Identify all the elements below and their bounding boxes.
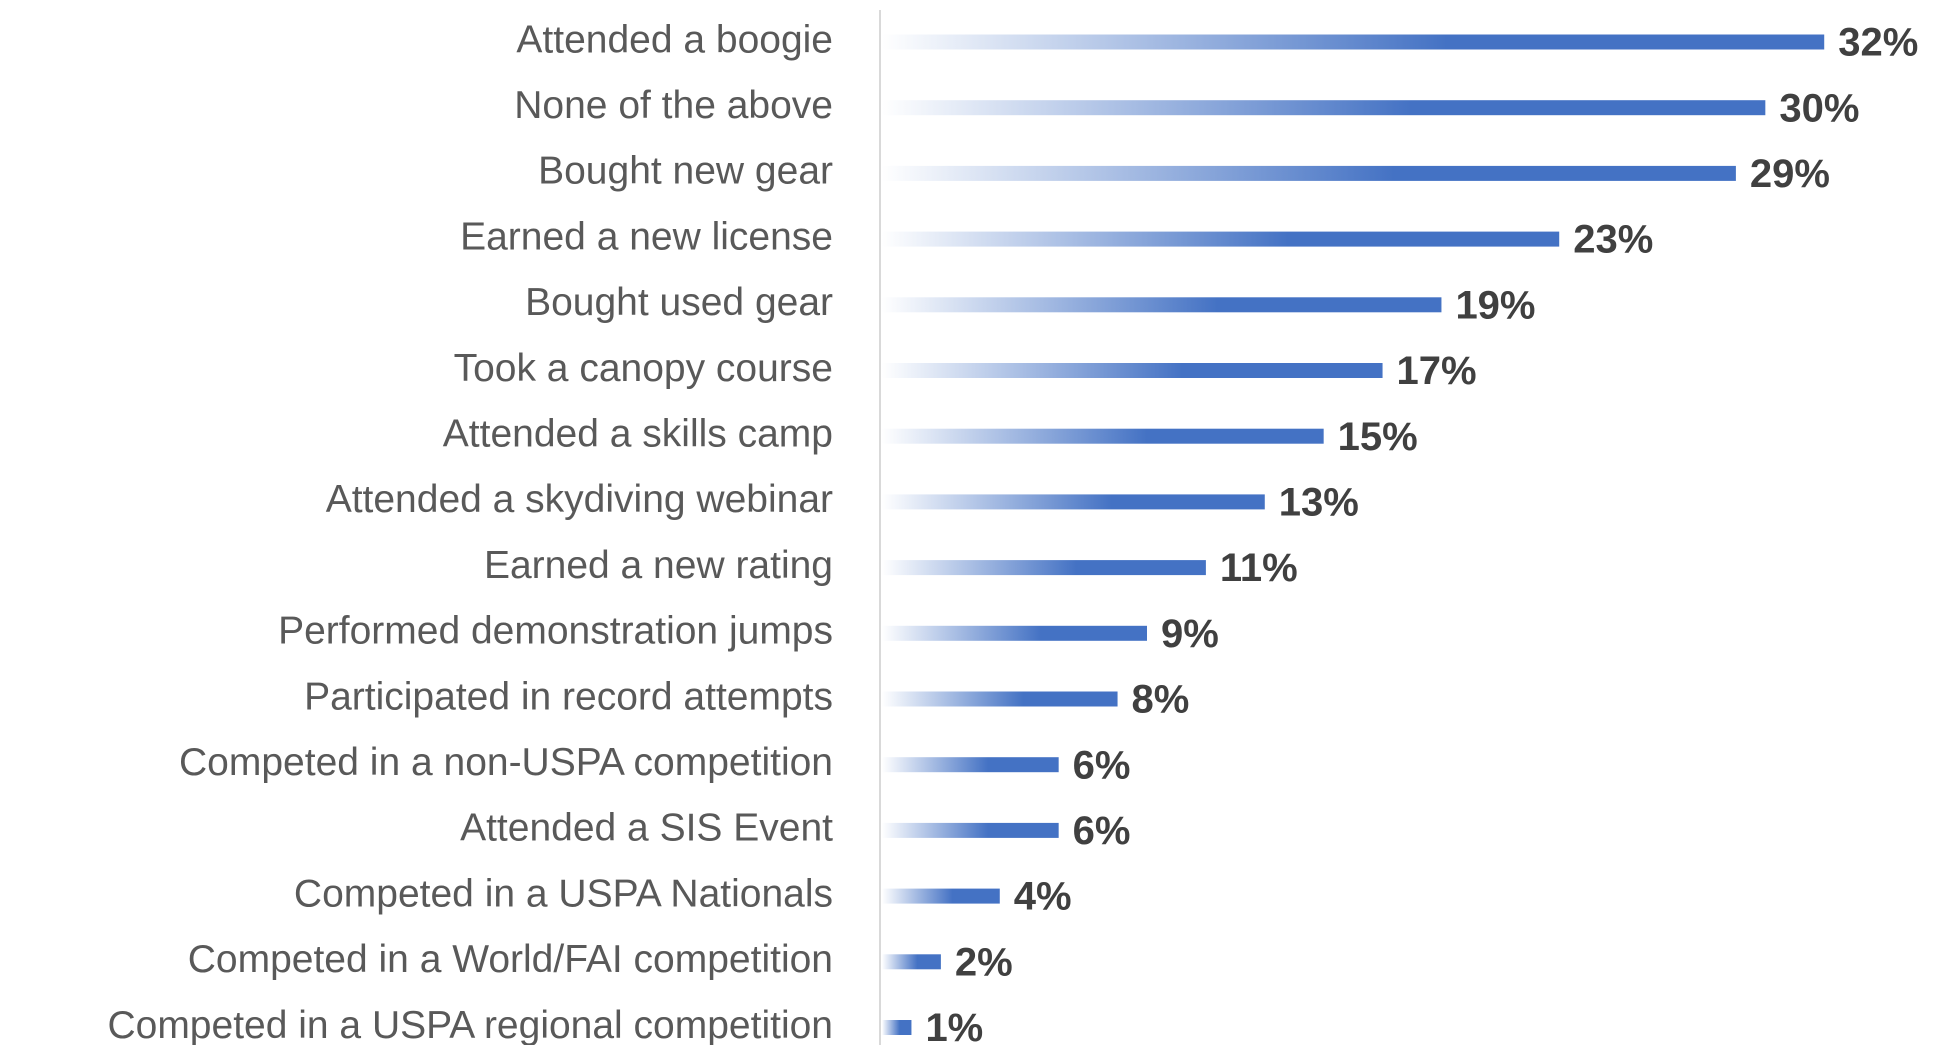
category-label: Bought used gear <box>525 281 833 324</box>
category-label: Performed demonstration jumps <box>278 610 833 653</box>
category-label: Attended a SIS Event <box>460 807 833 850</box>
bar <box>882 822 1059 838</box>
category-label: Attended a boogie <box>516 18 833 61</box>
category-label: Bought new gear <box>538 150 833 193</box>
bar <box>882 954 941 970</box>
value-label: 8% <box>1132 678 1190 722</box>
category-label: Competed in a non-USPA competition <box>179 741 833 784</box>
bar <box>882 757 1059 773</box>
bar <box>882 494 1265 510</box>
value-label: 19% <box>1455 283 1535 327</box>
category-label: Competed in a USPA Nationals <box>294 872 833 915</box>
value-label: 9% <box>1161 612 1219 656</box>
bar <box>882 888 1000 904</box>
bar <box>882 34 1825 50</box>
bar <box>882 231 1560 247</box>
bar <box>882 625 1147 641</box>
category-label: Attended a skills camp <box>443 412 833 455</box>
value-label: 29% <box>1750 152 1830 196</box>
value-label: 15% <box>1338 415 1418 459</box>
value-label: 17% <box>1397 349 1477 393</box>
value-label: 23% <box>1573 218 1653 262</box>
value-label: 13% <box>1279 480 1359 524</box>
value-label: 30% <box>1779 86 1859 130</box>
bar <box>882 297 1442 313</box>
bar <box>882 560 1206 576</box>
value-label: 6% <box>1073 809 1131 853</box>
value-label: 11% <box>1220 546 1298 590</box>
category-label: Earned a new license <box>460 215 833 258</box>
value-label: 1% <box>925 1006 983 1045</box>
bar <box>882 1020 912 1035</box>
bar <box>882 165 1736 181</box>
value-label: 2% <box>955 940 1013 984</box>
category-label: Competed in a USPA regional competition <box>107 1004 833 1045</box>
value-label: 6% <box>1073 743 1131 787</box>
category-label: Earned a new rating <box>484 544 833 587</box>
bar <box>882 100 1766 116</box>
value-label: 32% <box>1838 21 1918 65</box>
bar <box>882 363 1383 378</box>
category-label: Attended a skydiving webinar <box>326 478 833 521</box>
value-label: 4% <box>1014 875 1072 919</box>
category-label: Took a canopy course <box>454 347 833 390</box>
category-label: None of the above <box>514 84 833 127</box>
bar <box>882 428 1324 444</box>
category-label: Competed in a World/FAI competition <box>188 938 833 981</box>
bar <box>882 691 1118 707</box>
category-label: Participated in record attempts <box>304 675 833 718</box>
